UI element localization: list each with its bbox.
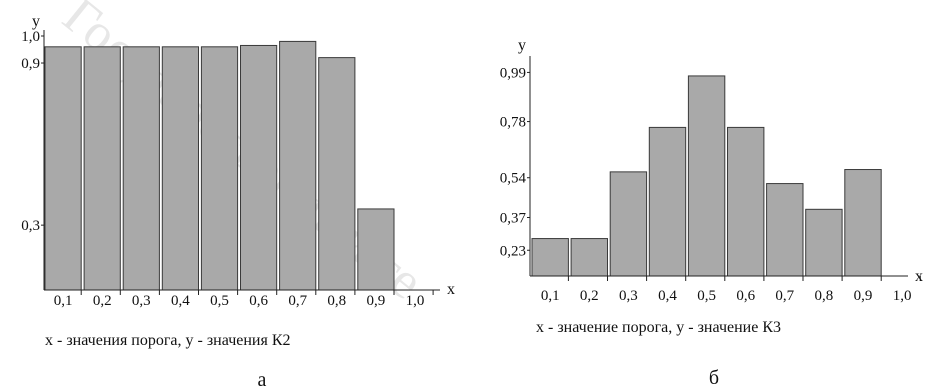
y-tick-label: 0,3 — [21, 218, 40, 234]
bar-0-9 — [357, 208, 395, 291]
bar-0-7 — [279, 40, 317, 291]
x-tick-label: 0,4 — [171, 293, 190, 309]
x-tick-label: 0,1 — [54, 293, 73, 309]
x-tick-label: 1,0 — [406, 293, 425, 309]
bar-0-3 — [122, 46, 160, 291]
x-tick-label: 0,1 — [541, 288, 560, 304]
bar-0-6 — [240, 44, 278, 291]
bar-0-2 — [570, 238, 608, 277]
bar-0-5 — [200, 46, 239, 291]
y-tick-label: 0,78 — [500, 115, 526, 131]
x-axis-label: x — [447, 281, 455, 298]
panel-letter: б — [709, 367, 719, 389]
x-tick-label: 0,9 — [367, 293, 386, 309]
y-tick-label: 1,0 — [21, 29, 40, 45]
x-tick-label: 0,9 — [854, 288, 873, 304]
x-tick-label: 0,7 — [775, 288, 794, 304]
bar-0-4 — [648, 126, 687, 277]
bar-0-5 — [687, 75, 726, 277]
y-axis-label: y — [32, 13, 40, 30]
bar-0-9 — [844, 169, 882, 277]
x-tick-label: 0,2 — [93, 293, 112, 309]
bar-0-1 — [531, 238, 569, 277]
x-tick-label: 0,7 — [288, 293, 307, 309]
y-axis-label: y — [518, 37, 526, 54]
y-tick-label: 0,37 — [500, 211, 527, 227]
x-tick-label: 0,8 — [815, 288, 834, 304]
x-tick-label: 1,0 — [893, 288, 912, 304]
x-tick-label: 0,6 — [249, 293, 268, 309]
chart-caption: x - значение порога, y - значение К3 — [536, 319, 781, 336]
chart-panel-b: 0,1 0,2 0,3 0,4 0,5 0,6 0,7 0,8 0,9 1,0 0,99 0,78 0,… — [500, 37, 923, 389]
bar-0-3 — [609, 171, 648, 277]
y-tick-label: 0,23 — [500, 243, 526, 259]
bar-0-1 — [44, 46, 82, 291]
x-tick-label: 0,3 — [132, 293, 151, 309]
chart-caption: x - значения порога, y - значения К2 — [45, 332, 291, 349]
y-tick-label: 0,99 — [500, 65, 526, 81]
bar-0-7 — [766, 183, 804, 277]
y-tick-label: 0,9 — [21, 56, 40, 72]
y-tick-label: 0,54 — [500, 171, 527, 187]
bar-0-4 — [161, 46, 200, 291]
chart-panel-a: 0,1 0,2 0,3 0,4 0,5 0,6 0,7 0,8 0,9 1,0 1,0 0,9 0,3 y… — [21, 13, 455, 390]
x-tick-label: 0,6 — [736, 288, 755, 304]
bar-0-8 — [805, 208, 843, 277]
bar-0-8 — [318, 57, 356, 291]
x-tick-label: 0,3 — [619, 288, 638, 304]
x-tick-label: 0,2 — [580, 288, 599, 304]
bar-0-2 — [83, 46, 121, 291]
panel-letter: а — [258, 369, 267, 390]
x-tick-label: 0,4 — [658, 288, 677, 304]
x-axis-label: x — [915, 268, 923, 285]
x-tick-label: 0,5 — [697, 288, 716, 304]
x-tick-label: 0,5 — [210, 293, 229, 309]
x-tick-label: 0,8 — [327, 293, 346, 309]
bar-0-6 — [727, 126, 765, 277]
